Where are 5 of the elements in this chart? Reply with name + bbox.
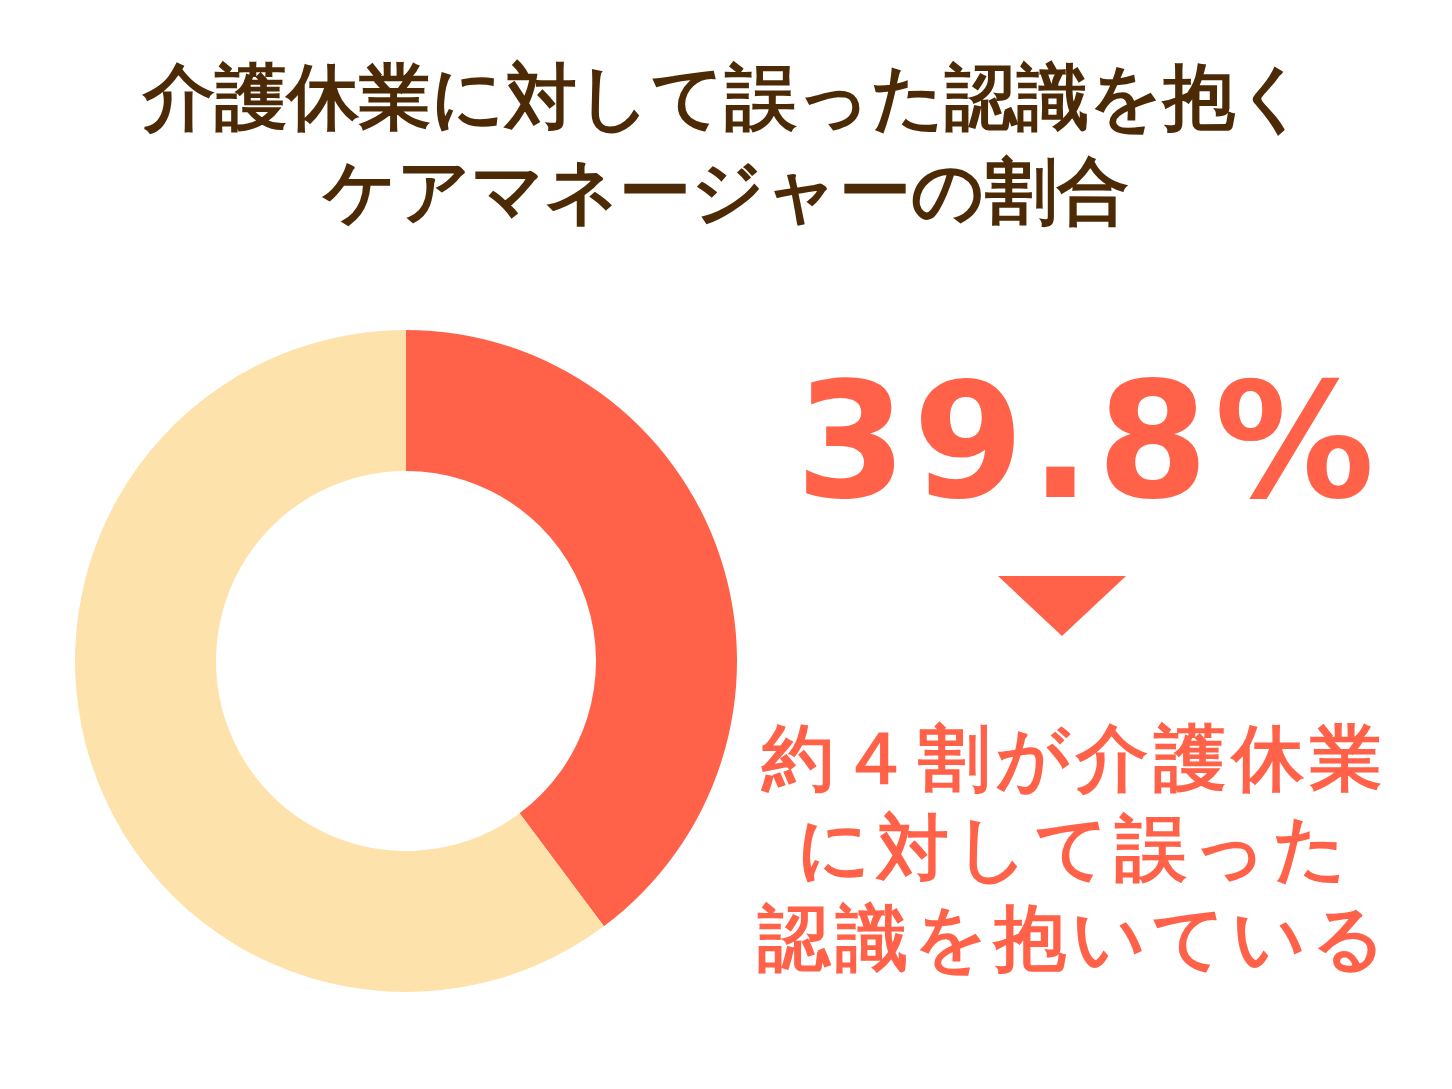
donut-slice — [406, 330, 737, 927]
donut-slice — [75, 330, 604, 992]
chart-title: 介護休業に対して誤った認識を抱くケアマネージャーの割合 — [141, 55, 1309, 233]
text: 約４割が介護休業に対して誤った認識を抱いている — [757, 716, 1392, 980]
data-label: 39.8% — [795, 348, 1381, 535]
